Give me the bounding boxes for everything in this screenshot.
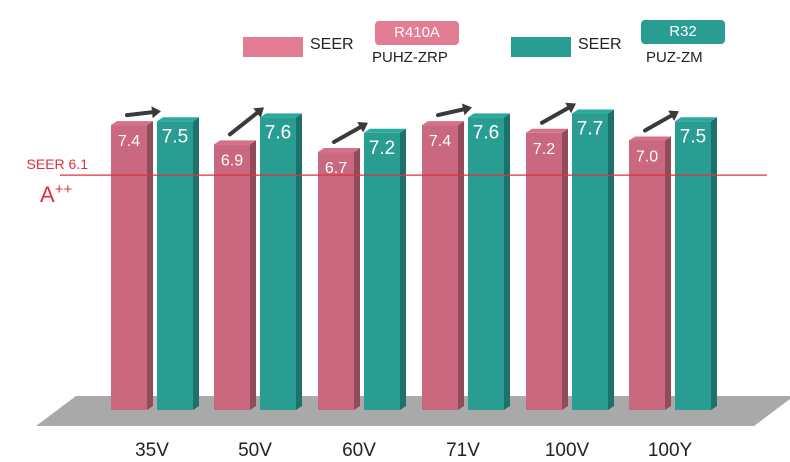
bar-r410a-top [111, 121, 153, 126]
bar-r410a-value-label: 7.0 [636, 149, 658, 166]
bar-r410a-value-label: 7.4 [118, 133, 140, 150]
bars-layer: 7.4 7.5 6.9 7.6 6.7 7.2 7.4 7.6 7.2 7.7 7.0 7.5 [111, 102, 717, 411]
bar-r410a-front [214, 144, 250, 410]
bar-r32-value-label: 7.7 [577, 119, 603, 140]
legend-badge-r410a: R410A [375, 21, 459, 45]
bar-r32-front [157, 121, 193, 410]
bar-r32-top [260, 113, 302, 118]
reference-label: SEER 6.1 [27, 156, 89, 172]
reference-grade-sup: ++ [55, 181, 73, 198]
bar-r410a-side [665, 136, 671, 410]
bar-r32-side [504, 113, 510, 411]
bar-r410a-side [354, 148, 360, 411]
bar-r32-value-label: 7.5 [680, 126, 706, 147]
bar-r32-top [572, 109, 614, 114]
x-tick-label: 35V [135, 440, 169, 461]
bar-r32-front [468, 117, 504, 411]
bar-r410a-front [111, 125, 147, 410]
bar-r410a-value-label: 6.7 [325, 160, 347, 177]
legend-model-r410a: PUHZ-ZRP [372, 49, 448, 66]
x-axis-labels: 35V 50V 60V 71V 100V 100Y [135, 440, 692, 461]
bar-r32-value-label: 7.6 [473, 122, 499, 143]
bar-r32-4: 7.7 [572, 109, 614, 411]
bar-r32-top [157, 117, 199, 122]
bar-r32-top [468, 113, 510, 118]
reference-grade-letter: A [40, 182, 55, 207]
x-tick-label: 60V [342, 440, 376, 461]
bar-r410a-side [147, 121, 153, 410]
legend-model-r32: PUZ-ZM [646, 49, 703, 66]
bar-r32-side [296, 113, 302, 411]
bar-r32-0: 7.5 [157, 117, 199, 410]
bar-r32-side [193, 117, 199, 410]
bar-r410a-4: 7.2 [526, 128, 568, 411]
legend-swatch-r32 [511, 37, 571, 57]
bar-r410a-front [629, 140, 665, 410]
bar-r32-1: 7.6 [260, 113, 302, 411]
bar-r410a-0: 7.4 [111, 121, 153, 410]
bar-r410a-5: 7.0 [629, 136, 671, 410]
legend-swatch-r410a [243, 37, 303, 57]
bar-r410a-3: 7.4 [422, 121, 464, 410]
improvement-arrow-icon [125, 106, 161, 119]
legend-label-r410a: SEER [310, 36, 354, 53]
x-tick-label: 100V [545, 440, 590, 461]
bar-r410a-top [214, 140, 256, 145]
bar-r32-front [572, 113, 608, 411]
bar-r32-front [364, 132, 400, 411]
bar-r32-2: 7.2 [364, 128, 406, 411]
bar-r32-side [711, 117, 717, 410]
bar-r410a-front [422, 125, 458, 410]
reference-grade: A++ [40, 181, 72, 207]
bar-r32-3: 7.6 [468, 113, 510, 411]
bar-r410a-1: 6.9 [214, 140, 256, 410]
bar-r410a-value-label: 7.2 [533, 141, 555, 158]
improvement-arrow-icon [436, 103, 472, 118]
x-tick-label: 71V [446, 440, 480, 461]
bar-r410a-top [422, 121, 464, 126]
x-tick-label: 100Y [648, 440, 693, 461]
bar-r32-top [675, 117, 717, 122]
improvement-arrow-icon [332, 122, 368, 145]
bar-r32-top [364, 128, 406, 133]
bar-r410a-top [629, 136, 671, 141]
bar-r32-value-label: 7.2 [369, 138, 395, 159]
bar-r410a-value-label: 7.4 [429, 133, 451, 150]
bar-r410a-front [318, 152, 354, 411]
bar-r32-side [400, 128, 406, 411]
x-tick-label: 50V [238, 440, 272, 461]
bar-r410a-top [318, 148, 360, 153]
legend-badge-r32: R32 [641, 20, 725, 44]
bar-r32-front [675, 121, 711, 410]
bar-r410a-2: 6.7 [318, 148, 360, 411]
bar-r410a-side [458, 121, 464, 410]
bar-r410a-value-label: 6.9 [221, 152, 243, 169]
improvement-arrow-icon [540, 102, 576, 125]
bar-r410a-side [250, 140, 256, 410]
bar-r32-value-label: 7.5 [162, 126, 188, 147]
bar-r410a-top [526, 128, 568, 133]
bar-r32-front [260, 117, 296, 411]
bar-r410a-side [562, 128, 568, 411]
improvement-arrow-icon [643, 110, 679, 133]
reference-line-group: SEER 6.1 A++ [27, 156, 767, 207]
bar-r32-5: 7.5 [675, 117, 717, 410]
bar-r410a-front [526, 132, 562, 411]
improvement-arrow-icon [228, 107, 264, 137]
bar-r32-value-label: 7.6 [265, 122, 291, 143]
legend-label-r32: SEER [578, 36, 622, 53]
bar-r32-side [608, 109, 614, 411]
